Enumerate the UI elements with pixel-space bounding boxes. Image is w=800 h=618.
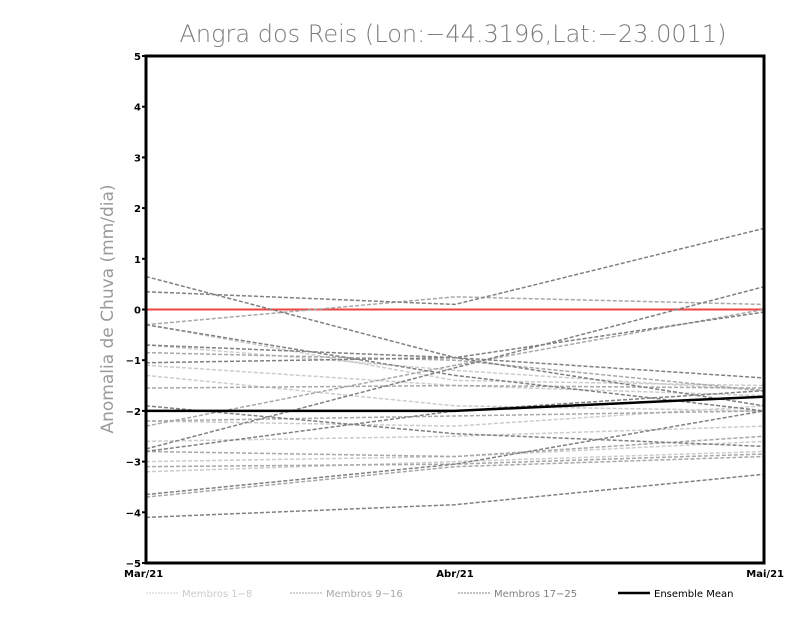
- member-line-group1-3: [145, 374, 765, 412]
- member-line-group2-1: [145, 296, 765, 326]
- member-line-group2-6: [145, 435, 765, 458]
- member-line-group1-4: [145, 405, 765, 427]
- y-axis-label: Anomalia de Chuva (mm/dia): [98, 184, 118, 433]
- plot-area: [145, 227, 765, 519]
- member-line-group1-1: [145, 323, 765, 387]
- member-line-group1-6: [145, 440, 765, 463]
- legend-label: Membros 17−25: [494, 589, 577, 600]
- x-axis: Mar/21 Abr/21 Mai/21: [124, 569, 784, 580]
- member-line-group2-5: [145, 410, 765, 422]
- member-line-group3-5: [145, 311, 765, 364]
- member-line-group1-7: [145, 450, 765, 473]
- y-tick-label: 2: [134, 204, 141, 215]
- y-tick-label: 3: [134, 153, 141, 164]
- legend-label: Membros 9−16: [326, 589, 403, 600]
- x-tick-label: Mar/21: [124, 569, 163, 580]
- y-tick-label: −5: [126, 559, 141, 570]
- member-line-group2-2: [145, 351, 765, 392]
- y-tick-label: 1: [134, 255, 141, 266]
- y-tick-label: −3: [126, 458, 141, 469]
- y-tick-label: 5: [134, 52, 141, 63]
- member-line-group1-8: [145, 344, 765, 392]
- y-axis: 5 4 3 2 1 0 −1 −2 −3 −4 −5: [126, 52, 146, 570]
- y-tick-label: −2: [126, 407, 141, 418]
- member-line-group3-3: [145, 323, 765, 412]
- member-line-group2-7: [145, 453, 765, 468]
- member-line-group1-5: [145, 425, 765, 443]
- y-tick-label: −4: [126, 508, 141, 519]
- x-tick-label: Mai/21: [746, 569, 784, 580]
- member-line-group2-4: [145, 308, 765, 427]
- y-tick-label: 4: [134, 103, 141, 114]
- legend-label: Ensemble Mean: [654, 589, 733, 600]
- member-line-group3-9: [145, 473, 765, 519]
- member-line-group2-8: [145, 455, 765, 498]
- member-line-group2-3: [145, 384, 765, 389]
- member-line-group3-7: [145, 389, 765, 453]
- ensemble-mean-line: [146, 395, 765, 413]
- y-tick-label: 0: [134, 306, 141, 317]
- member-line-group3-2: [145, 227, 765, 306]
- chart-title: Angra dos Reis (Lon:−44.3196,Lat:−23.001…: [179, 20, 726, 48]
- member-line-group3-8: [145, 410, 765, 496]
- legend: Membros 1−8 Membros 9−16 Membros 17−25 Ense…: [146, 589, 733, 600]
- member-line-group3-6: [145, 285, 765, 450]
- plot-frame: [144, 54, 766, 565]
- y-tick-label: −1: [126, 356, 141, 367]
- x-tick-label: Abr/21: [436, 569, 473, 580]
- member-line-group3-10: [145, 405, 765, 448]
- legend-label: Membros 1−8: [182, 589, 252, 600]
